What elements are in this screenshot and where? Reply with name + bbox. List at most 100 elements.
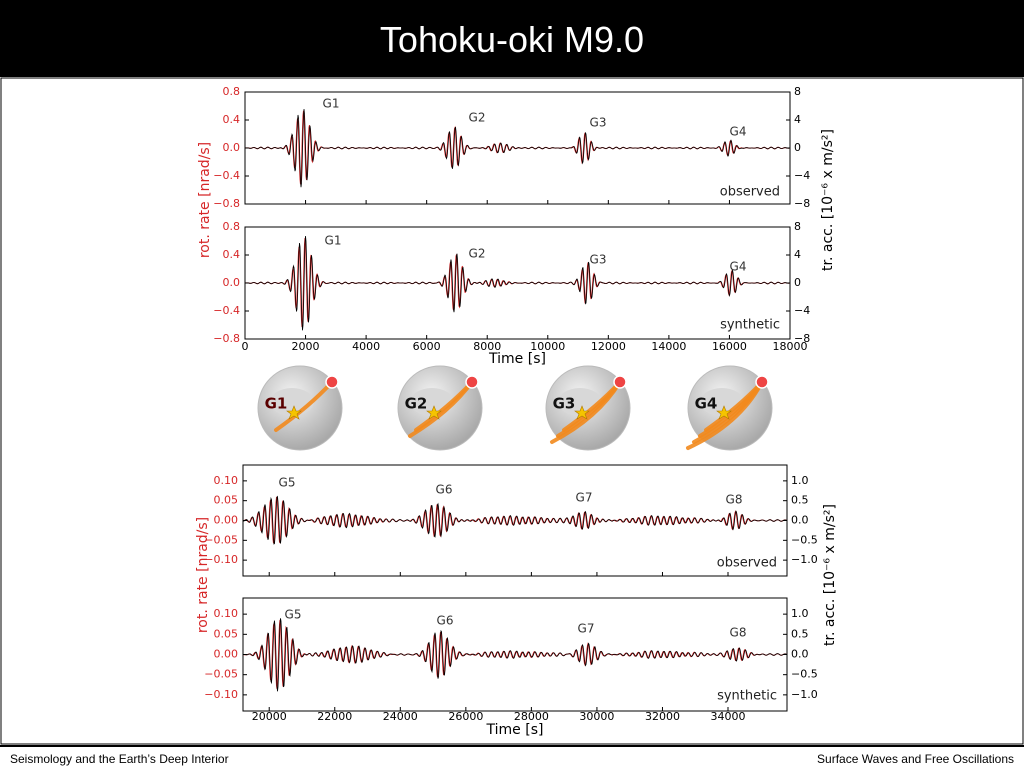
y2-tick-label: −4: [794, 304, 810, 317]
footer-right: Surface Waves and Free Oscillations: [817, 752, 1014, 766]
panel-label: observed: [720, 185, 780, 200]
x-tick-label: 30000: [579, 710, 614, 723]
waveform-acceleration: [245, 235, 791, 331]
y-tick-label: 0.4: [223, 113, 241, 126]
wave-label: G1: [323, 97, 340, 111]
y2-tick-label: 4: [794, 113, 801, 126]
x-tick-label: 20000: [252, 710, 287, 723]
y-tick-label: 0.0: [223, 141, 241, 154]
y2-tick-label: −1.0: [791, 688, 818, 701]
y2-tick-label: −4: [794, 169, 810, 182]
y2-tick-label: 0.0: [791, 514, 809, 527]
x-tick-label: 28000: [514, 710, 549, 723]
y-tick-label: 0.00: [214, 648, 239, 661]
ray-path: [686, 380, 764, 450]
y-tick-label: −0.10: [204, 553, 238, 566]
wave-label: G7: [576, 491, 593, 505]
y2-tick-label: 0.0: [791, 648, 809, 661]
x-tick-label: 18000: [773, 340, 808, 353]
x-tick-label: 26000: [448, 710, 483, 723]
y-tick-label: −0.4: [213, 169, 240, 182]
ray-path: [408, 380, 474, 438]
wave-label: G3: [590, 253, 607, 267]
y2-tick-label: 0: [794, 276, 801, 289]
globe-label: G2: [405, 395, 428, 413]
globe-label: G4: [695, 395, 718, 413]
y2-tick-label: 8: [794, 85, 801, 98]
x-tick-label: 8000: [473, 340, 501, 353]
y-tick-label: 0.10: [214, 474, 239, 487]
wave-label: G2: [469, 247, 486, 261]
y2-tick-label: 0.5: [791, 627, 809, 640]
y-tick-label: 0.05: [214, 627, 239, 640]
wave-label: G6: [436, 483, 453, 497]
x-tick-label: 14000: [651, 340, 686, 353]
waveform-acceleration: [245, 109, 791, 188]
wave-label: G1: [325, 234, 342, 248]
epicenter: [465, 375, 479, 389]
epicenter: [755, 375, 769, 389]
y2-tick-label: 0.5: [791, 494, 809, 507]
y2-tick-label: −1.0: [791, 553, 818, 566]
y-tick-label: −0.8: [213, 197, 240, 210]
y-tick-label: 0.05: [214, 494, 239, 507]
x-tick-label: 12000: [591, 340, 626, 353]
y-tick-label: 0.00: [214, 514, 239, 527]
y-tick-label: −0.05: [204, 668, 238, 681]
y-axis-title: rot. rate [nrad/s]: [195, 517, 211, 633]
wave-label: G8: [726, 493, 743, 507]
waveform-acceleration: [243, 495, 788, 545]
y-tick-label: 0.8: [223, 220, 241, 233]
y2-tick-label: −8: [794, 332, 810, 345]
epicenter: [613, 375, 627, 389]
y-tick-label: −0.05: [204, 533, 238, 546]
x-tick-label: 2000: [292, 340, 320, 353]
x-tick-label: 32000: [645, 710, 680, 723]
globe-label: G3: [553, 395, 576, 413]
panel-label: synthetic: [720, 318, 780, 333]
y-tick-label: 0.4: [223, 248, 241, 261]
wave-label: G4: [730, 125, 747, 139]
wave-label: G3: [590, 116, 607, 130]
panel-label: observed: [717, 556, 777, 571]
y-tick-label: −0.4: [213, 304, 240, 317]
y-tick-label: −0.8: [213, 332, 240, 345]
y-axis-title: rot. rate [nrad/s]: [197, 142, 213, 258]
x-tick-label: 4000: [352, 340, 380, 353]
y2-tick-label: −8: [794, 197, 810, 210]
ray-path: [550, 380, 622, 444]
epicenter: [325, 375, 339, 389]
footer: Seismology and the Earth’s Deep Interior…: [0, 745, 1024, 768]
x-tick-label: 6000: [413, 340, 441, 353]
y-tick-label: 0.0: [223, 276, 241, 289]
y2-tick-label: 4: [794, 248, 801, 261]
wave-label: G7: [578, 622, 595, 636]
y2-tick-label: 1.0: [791, 607, 809, 620]
x-tick-label: 22000: [317, 710, 352, 723]
wave-label: G5: [285, 608, 302, 622]
x-tick-label: 10000: [530, 340, 565, 353]
y2-tick-label: −0.5: [791, 533, 818, 546]
wave-label: G2: [469, 111, 486, 125]
station-star: [426, 405, 442, 420]
station-star: [716, 405, 732, 420]
y-tick-label: −0.10: [204, 688, 238, 701]
wave-label: G8: [730, 626, 747, 640]
globe-label: G1: [265, 395, 288, 413]
wave-label: G4: [730, 260, 747, 274]
y-tick-label: 0.8: [223, 85, 241, 98]
footer-left: Seismology and the Earth’s Deep Interior: [10, 752, 229, 766]
wave-label: G5: [279, 476, 296, 490]
y2-tick-label: −0.5: [791, 668, 818, 681]
y2-axis-title: tr. acc. [10⁻⁶ x m/s²]: [822, 504, 838, 646]
y2-axis-title: tr. acc. [10⁻⁶ x m/s²]: [820, 129, 836, 271]
panel-label: synthetic: [717, 689, 777, 704]
y2-tick-label: 8: [794, 220, 801, 233]
wave-label: G6: [437, 614, 454, 628]
x-axis-title: Time [s]: [488, 351, 546, 367]
station-star: [286, 405, 302, 420]
x-tick-label: 24000: [383, 710, 418, 723]
frame: [0, 77, 1024, 745]
